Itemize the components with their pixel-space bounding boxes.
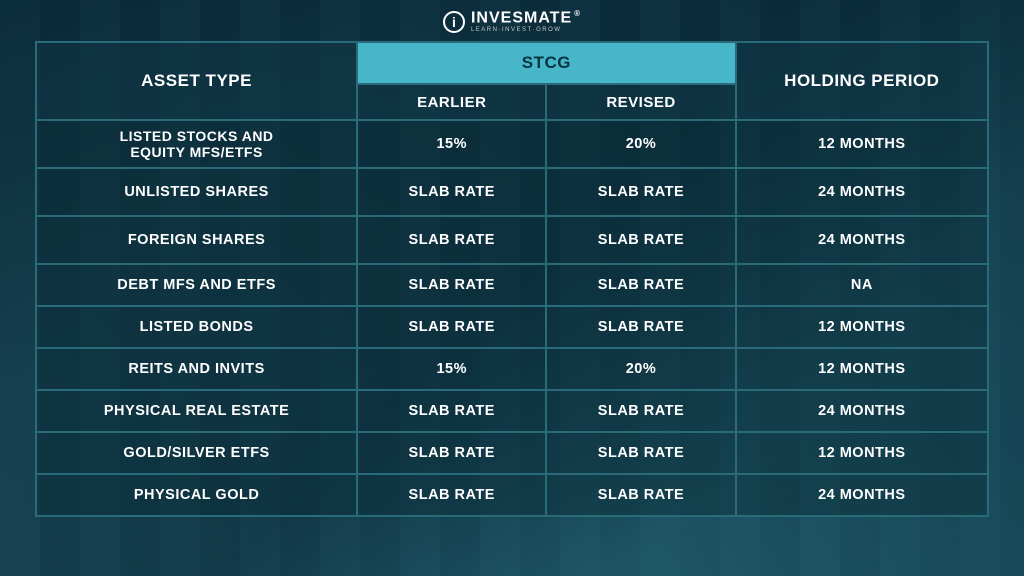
logo-icon: i	[443, 11, 465, 33]
table-row: PHYSICAL GOLDSLAB RATESLAB RATE24 MONTHS	[36, 474, 988, 516]
table-body: LISTED STOCKS ANDEQUITY MFS/ETFS15%20%12…	[36, 120, 988, 516]
registered-mark: ®	[574, 9, 581, 18]
cell-revised: SLAB RATE	[546, 216, 735, 264]
table-row: LISTED BONDSSLAB RATESLAB RATE12 MONTHS	[36, 306, 988, 348]
brand-name: INVESMATE®	[471, 10, 581, 26]
table-row: UNLISTED SHARESSLAB RATESLAB RATE24 MONT…	[36, 168, 988, 216]
table-row: GOLD/SILVER ETFSSLAB RATESLAB RATE12 MON…	[36, 432, 988, 474]
cell-holding: 12 MONTHS	[736, 120, 988, 168]
cell-revised: SLAB RATE	[546, 390, 735, 432]
cell-asset-type: PHYSICAL REAL ESTATE	[36, 390, 357, 432]
table-row: FOREIGN SHARESSLAB RATESLAB RATE24 MONTH…	[36, 216, 988, 264]
cell-asset-type: LISTED BONDS	[36, 306, 357, 348]
cell-asset-type: FOREIGN SHARES	[36, 216, 357, 264]
stcg-table: ASSET TYPE STCG HOLDING PERIOD EARLIER R…	[35, 41, 989, 517]
logo-text-group: INVESMATE® LEARN·INVEST·GROW	[471, 10, 581, 33]
brand-name-text: INVESMATE	[471, 9, 572, 26]
brand-logo: i INVESMATE® LEARN·INVEST·GROW	[443, 10, 581, 33]
header-revised: REVISED	[546, 84, 735, 120]
cell-holding: 24 MONTHS	[736, 390, 988, 432]
cell-earlier: SLAB RATE	[357, 168, 546, 216]
stcg-table-container: ASSET TYPE STCG HOLDING PERIOD EARLIER R…	[35, 41, 989, 517]
cell-holding: 12 MONTHS	[736, 432, 988, 474]
brand-tagline: LEARN·INVEST·GROW	[471, 27, 581, 33]
cell-earlier: SLAB RATE	[357, 264, 546, 306]
cell-earlier: 15%	[357, 348, 546, 390]
cell-asset-type: PHYSICAL GOLD	[36, 474, 357, 516]
cell-earlier: SLAB RATE	[357, 390, 546, 432]
cell-holding: 24 MONTHS	[736, 474, 988, 516]
cell-asset-type: REITS AND INVITS	[36, 348, 357, 390]
header-stcg: STCG	[357, 42, 736, 84]
cell-revised: SLAB RATE	[546, 264, 735, 306]
cell-holding: 12 MONTHS	[736, 348, 988, 390]
cell-holding: 24 MONTHS	[736, 168, 988, 216]
header-earlier: EARLIER	[357, 84, 546, 120]
table-row: REITS AND INVITS15%20%12 MONTHS	[36, 348, 988, 390]
cell-revised: SLAB RATE	[546, 168, 735, 216]
cell-revised: SLAB RATE	[546, 432, 735, 474]
table-row: DEBT MFS AND ETFSSLAB RATESLAB RATENA	[36, 264, 988, 306]
cell-revised: SLAB RATE	[546, 474, 735, 516]
table-row: PHYSICAL REAL ESTATESLAB RATESLAB RATE24…	[36, 390, 988, 432]
cell-earlier: SLAB RATE	[357, 306, 546, 348]
cell-earlier: SLAB RATE	[357, 216, 546, 264]
cell-revised: 20%	[546, 120, 735, 168]
cell-earlier: SLAB RATE	[357, 432, 546, 474]
cell-revised: SLAB RATE	[546, 306, 735, 348]
cell-revised: 20%	[546, 348, 735, 390]
cell-earlier: 15%	[357, 120, 546, 168]
cell-earlier: SLAB RATE	[357, 474, 546, 516]
header-holding-period: HOLDING PERIOD	[736, 42, 988, 120]
cell-holding: 12 MONTHS	[736, 306, 988, 348]
table-row: LISTED STOCKS ANDEQUITY MFS/ETFS15%20%12…	[36, 120, 988, 168]
cell-asset-type: DEBT MFS AND ETFS	[36, 264, 357, 306]
header-asset-type: ASSET TYPE	[36, 42, 357, 120]
cell-holding: 24 MONTHS	[736, 216, 988, 264]
table-header-row-1: ASSET TYPE STCG HOLDING PERIOD	[36, 42, 988, 84]
cell-asset-type: GOLD/SILVER ETFS	[36, 432, 357, 474]
cell-holding: NA	[736, 264, 988, 306]
cell-asset-type: LISTED STOCKS ANDEQUITY MFS/ETFS	[36, 120, 357, 168]
cell-asset-type: UNLISTED SHARES	[36, 168, 357, 216]
